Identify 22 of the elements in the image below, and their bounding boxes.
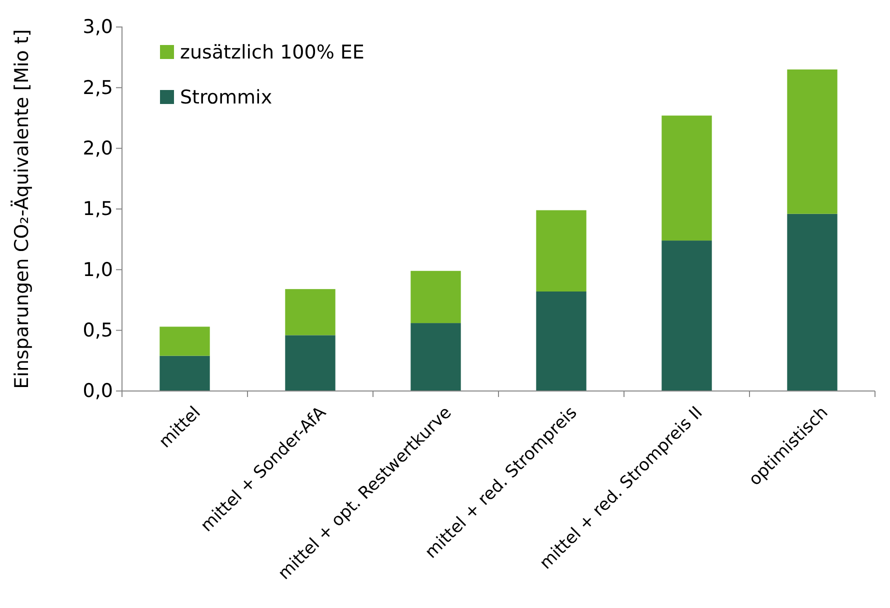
bar [787, 69, 838, 214]
y-tick-label: 2,0 [82, 137, 113, 160]
bar [787, 214, 838, 391]
y-tick-label: 1,5 [82, 198, 113, 220]
y-tick-label: 1,0 [82, 258, 113, 281]
y-tick-label: 0,5 [82, 319, 113, 342]
y-axis-title: Einsparungen CO₂-Äquivalente [Mio t] [10, 29, 33, 389]
bar [160, 326, 210, 356]
bar [662, 116, 712, 241]
legend-label: Strommix [180, 86, 272, 109]
bar [536, 292, 586, 391]
bar [285, 335, 336, 391]
y-tick-label: 2,5 [82, 76, 113, 99]
bar [160, 356, 210, 391]
y-tick-label: 0,0 [82, 380, 113, 402]
bar [536, 210, 586, 292]
bar [662, 240, 712, 391]
bar [410, 323, 461, 391]
y-tick-label: 3,0 [82, 16, 113, 38]
bar [410, 270, 461, 324]
bar [285, 289, 336, 336]
legend-label: zusätzlich 100% EE [180, 42, 364, 64]
